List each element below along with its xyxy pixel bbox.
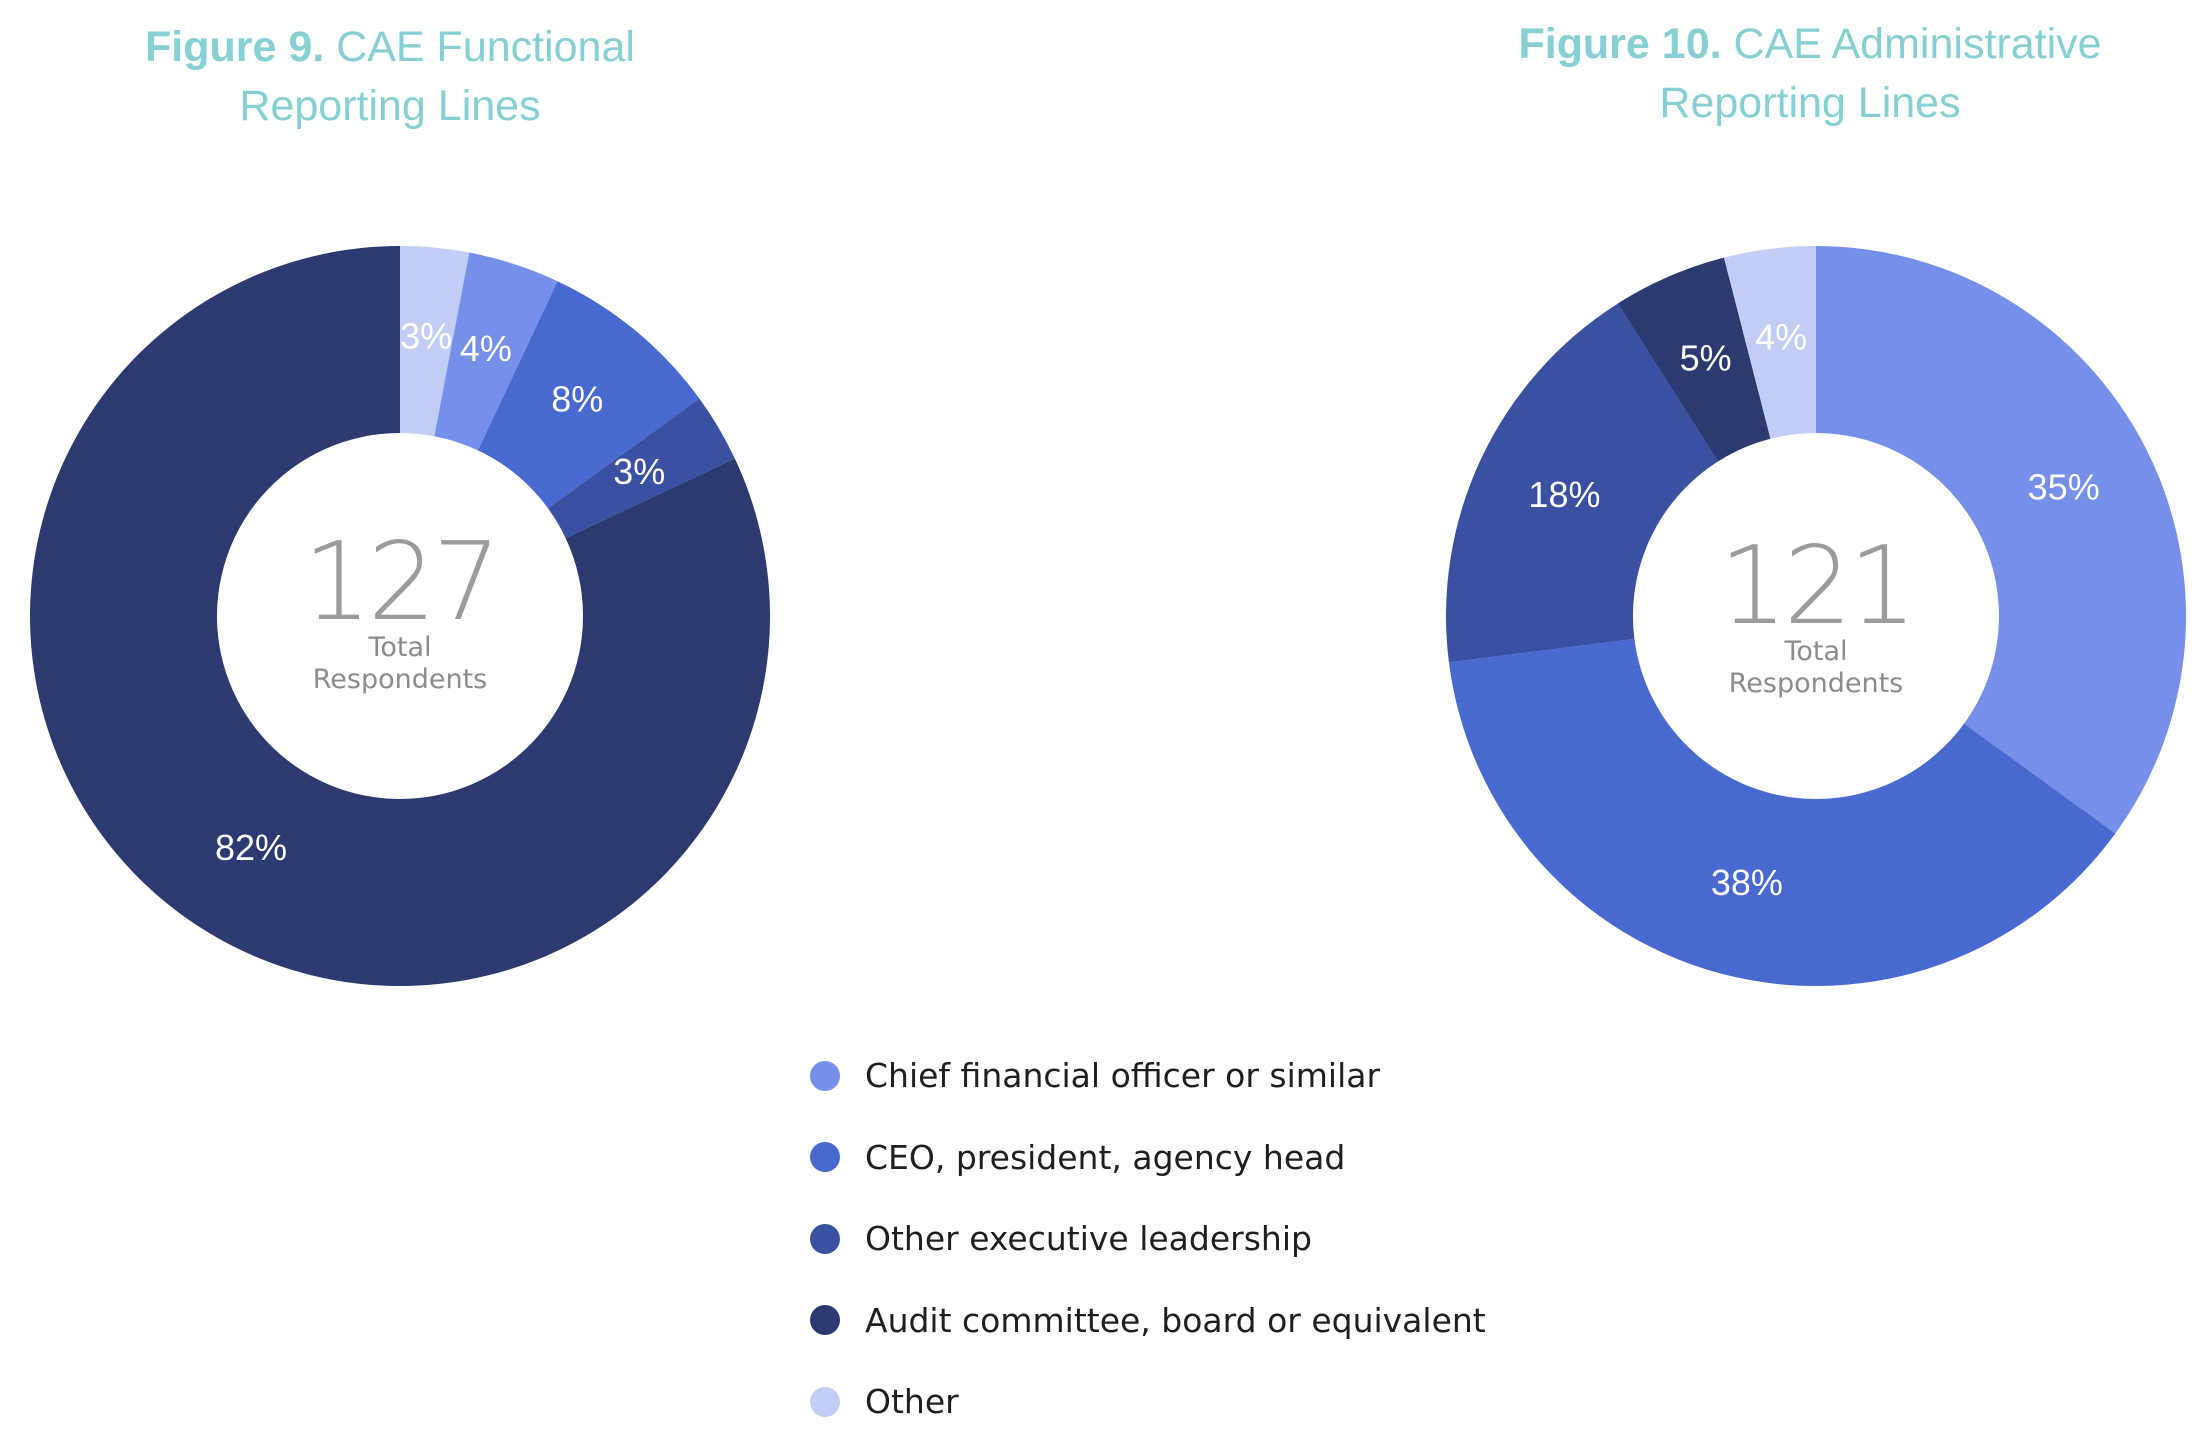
slice-other-executive-leadership [1446,303,1718,663]
legend-swatch-other [810,1386,840,1417]
center-label-respondents: Respondents [1729,668,1904,699]
legend-item-audit-committee: Audit committee, board or equivalent [810,1280,1710,1362]
legend-swatch-audit-committee [810,1305,840,1336]
center-label-respondents: Respondents [313,664,488,695]
slice-ceo-president-agency-head [477,281,700,509]
figure-10-title: Figure 10. CAE Administrative Reporting … [1460,15,2160,133]
center-label-total: Total [367,632,431,663]
legend-item-cfo: Chief financial officer or similar [810,1035,1710,1117]
figure-10-number: Figure 10. [1518,20,1722,68]
legend-swatch-cfo [810,1060,840,1091]
figure-9-title: Figure 9. CAE Functional Reporting Lines [40,18,740,136]
slice-label-other-executive-leadership: 18% [1528,474,1600,515]
figure-10-title-line1: CAE Administrative [1733,20,2102,68]
legend-item-other-executive: Other executive leadership [810,1198,1710,1280]
legend-swatch-other-executive [810,1223,840,1254]
legend-label-cfo: Chief financial officer or similar [865,1056,1381,1096]
slice-label-other: 4% [1755,317,1807,358]
legend-label-other: Other [865,1382,959,1422]
figure-9-title-line1: CAE Functional [336,23,635,71]
slice-audit-committee-board-or-equivalent [1617,257,1771,462]
legend-item-ceo: CEO, president, agency head [810,1117,1710,1199]
slice-other [400,246,470,437]
slice-chief-financial-officer-or-similar [434,252,558,451]
legend-label-other-executive: Other executive leadership [865,1219,1312,1259]
center-total: 121 [1719,524,1913,649]
legend-item-other: Other [810,1361,1710,1443]
legend-label-audit-committee: Audit committee, board or equivalent [865,1300,1486,1340]
slice-chief-financial-officer-or-similar [1816,246,2186,834]
center-total: 127 [303,520,497,645]
slice-label-chief-financial-officer-or-similar: 4% [460,328,512,369]
slice-other-executive-leadership [548,398,735,539]
legend: Chief financial officer or similar CEO, … [810,1035,1710,1443]
slice-label-ceo-president-agency-head: 38% [1711,862,1783,903]
slice-label-ceo-president-agency-head: 8% [551,378,603,419]
figure-9-title-line2: Reporting Lines [239,82,541,130]
slice-label-audit-committee-board-or-equivalent: 5% [1680,337,1732,378]
slice-ceo-president-agency-head [1448,638,2116,986]
slice-audit-committee-board-or-equivalent [30,246,771,986]
slice-other [1723,246,1816,439]
slice-label-chief-financial-officer-or-similar: 35% [2028,466,2100,507]
figure-10-title-line2: Reporting Lines [1659,79,1961,127]
slice-label-other-executive-leadership: 3% [613,451,665,492]
legend-swatch-ceo [810,1142,840,1173]
slice-label-other: 3% [400,316,452,357]
figure-9-number: Figure 9. [145,23,325,71]
center-label-total: Total [1783,636,1847,667]
slice-label-audit-committee-board-or-equivalent: 82% [215,827,287,868]
legend-label-ceo: CEO, president, agency head [865,1137,1346,1177]
